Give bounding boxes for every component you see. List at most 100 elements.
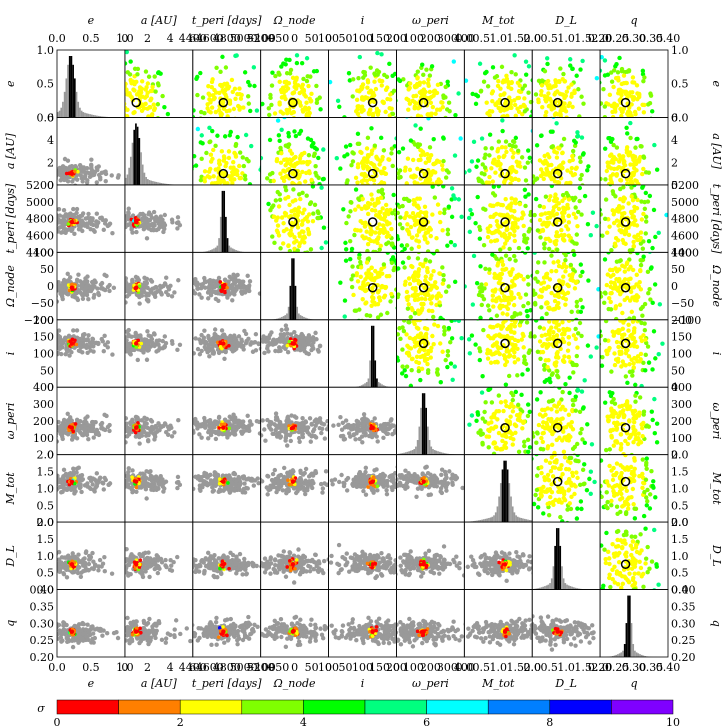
sigma-point: [642, 301, 648, 307]
sigma-point: [429, 301, 434, 306]
sigma-point: [513, 135, 519, 141]
panel-t_peri-vs-M_tot: [463, 184, 533, 253]
sigma-point: [406, 107, 411, 112]
sigma-point: [289, 209, 294, 214]
sigma-point: [155, 81, 161, 86]
sigma-point: [385, 252, 390, 255]
sigma-point: [608, 174, 613, 179]
histogram-bar: [57, 112, 59, 118]
sigma-point: [412, 182, 418, 185]
scatter-point: [94, 165, 99, 170]
sigma-point: [380, 191, 386, 197]
histogram-bar: [58, 110, 61, 118]
sigma-point: [295, 83, 301, 88]
best-fit-circle: [552, 217, 563, 227]
sigma-point: [541, 176, 546, 182]
scatter-point: [92, 229, 97, 234]
sigma-point: [644, 219, 649, 224]
sigma-point: [575, 209, 581, 215]
sigma-point: [316, 215, 321, 221]
sigma-point: [217, 90, 222, 96]
sigma-point: [521, 223, 526, 229]
sigma-point: [441, 158, 446, 164]
sigma-point: [151, 102, 156, 107]
sigma-point: [400, 146, 406, 151]
sigma-point: [352, 227, 358, 233]
sigma-point: [397, 222, 403, 227]
sigma-point: [611, 142, 616, 148]
best-fit-circle: [552, 97, 563, 108]
sigma-point: [471, 253, 477, 259]
sigma-point: [272, 240, 277, 246]
scatter-point-colored: [225, 285, 229, 290]
sigma-point: [538, 235, 543, 240]
sigma-point: [348, 209, 353, 214]
sigma-point: [523, 194, 528, 199]
sigma-point: [513, 113, 518, 118]
scatter-point-colored: [223, 290, 227, 295]
sigma-point: [425, 112, 430, 117]
sigma-point: [415, 113, 421, 118]
sigma-point: [487, 153, 492, 158]
sigma-point: [431, 268, 436, 274]
sigma-point: [509, 80, 514, 85]
histogram-bar: [152, 181, 154, 185]
sigma-point: [537, 217, 543, 223]
sigma-point: [230, 181, 235, 185]
sigma-point: [546, 103, 552, 109]
scatter-point: [82, 285, 88, 291]
sigma-point: [632, 234, 637, 239]
best-fit-marker: [134, 285, 139, 290]
sigma-point: [373, 249, 378, 253]
sigma-point: [612, 241, 618, 246]
sigma-point: [446, 100, 452, 105]
sigma-point: [498, 247, 503, 252]
sigma-point: [230, 89, 235, 95]
sigma-point: [419, 148, 424, 153]
sigma-point: [515, 225, 520, 230]
sigma-point: [485, 303, 491, 308]
sigma-point: [316, 210, 321, 216]
best-fit-marker: [221, 285, 226, 290]
best-fit-circle: [367, 282, 378, 293]
best-fit-circle: [418, 97, 429, 108]
scatter-point: [67, 275, 73, 280]
sigma-point: [274, 158, 280, 164]
histogram-bar: [289, 285, 292, 320]
sigma-point: [371, 239, 377, 244]
sigma-point: [613, 194, 618, 199]
sigma-point: [410, 157, 416, 163]
sigma-point: [375, 274, 380, 280]
sigma-point: [625, 131, 630, 136]
sigma-point: [445, 231, 451, 237]
sigma-point: [382, 165, 387, 171]
sigma-point: [290, 75, 296, 81]
sigma-point: [277, 197, 283, 202]
sigma-point: [132, 110, 137, 115]
sigma-point: [441, 95, 446, 101]
sigma-point: [396, 266, 401, 271]
sigma-point: [387, 221, 392, 226]
sigma-point: [202, 169, 208, 174]
sigma-point: [549, 269, 554, 274]
scatter-point: [78, 213, 83, 219]
sigma-point: [549, 162, 554, 168]
sigma-point: [202, 176, 207, 181]
sigma-point: [640, 68, 646, 74]
sigma-point: [575, 130, 580, 135]
sigma-point: [351, 77, 356, 82]
sigma-point: [553, 268, 559, 274]
histogram-bar: [219, 216, 222, 253]
sigma-point: [297, 243, 302, 249]
histogram-bar: [235, 250, 237, 253]
sigma-point: [613, 304, 619, 309]
sigma-point: [373, 212, 379, 218]
sigma-point: [541, 286, 547, 291]
sigma-point: [389, 260, 395, 265]
scatter-point: [57, 279, 61, 285]
sigma-point: [246, 94, 251, 99]
sigma-point: [396, 149, 402, 155]
sigma-point: [512, 209, 517, 214]
sigma-point: [576, 87, 581, 92]
sigma-point: [639, 217, 645, 222]
